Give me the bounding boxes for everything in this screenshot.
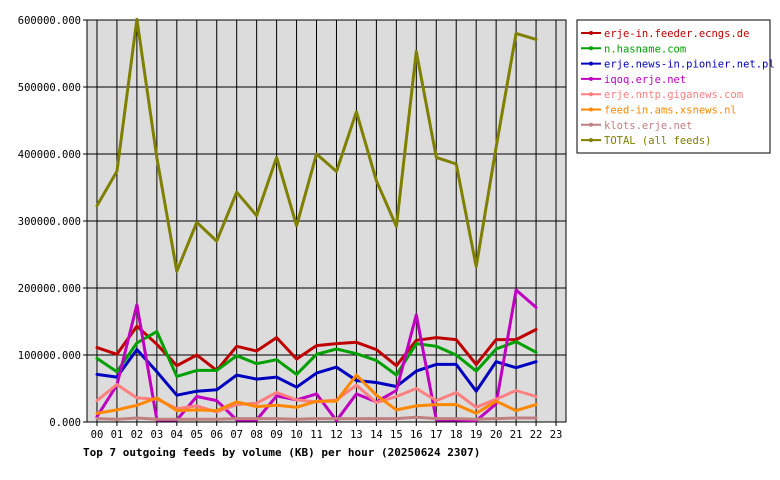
x-tick-label: 08 — [250, 429, 263, 441]
x-tick-label: 17 — [430, 429, 443, 441]
x-tick-label: 11 — [310, 429, 323, 441]
y-axis-ticks: 0.000 100000.000 200000.000 300000.000 40000… — [18, 15, 87, 429]
series-line-5 — [95, 373, 538, 415]
legend-label: erje.nntp.giganews.com — [604, 89, 743, 101]
x-tick-label: 15 — [390, 429, 403, 441]
y-tick-label: 300000.000 — [18, 216, 81, 228]
legend-label: erje-in.feeder.ecngs.de — [604, 28, 749, 40]
legend-marker — [589, 107, 593, 112]
y-tick-label: 400000.000 — [18, 149, 81, 161]
x-tick-label: 02 — [131, 429, 144, 441]
legend-label: erje.news-in.pionier.net.pl — [604, 59, 775, 71]
x-tick-label: 14 — [370, 429, 383, 441]
x-tick-label: 09 — [270, 429, 283, 441]
legend-marker — [589, 76, 593, 81]
grid-lines — [87, 20, 566, 422]
x-tick-label: 19 — [470, 429, 483, 441]
series-line-1 — [95, 330, 538, 378]
series-line-7 — [95, 17, 538, 273]
x-tick-label: 20 — [490, 429, 503, 441]
legend-label: iqoq.erje.net — [604, 74, 686, 86]
x-tick-label: 05 — [190, 429, 203, 441]
x-tick-label: 16 — [410, 429, 423, 441]
legend-marker — [589, 92, 593, 97]
chart-title: Top 7 outgoing feeds by volume (KB) per … — [83, 446, 480, 459]
legend-marker — [589, 31, 593, 35]
x-tick-label: 03 — [151, 429, 164, 441]
legend-label: feed-in.ams.xsnews.nl — [604, 105, 737, 117]
x-tick-label: 12 — [330, 429, 343, 441]
x-tick-label: 23 — [550, 429, 563, 441]
x-tick-label: 10 — [290, 429, 303, 441]
y-tick-label: 100000.000 — [18, 350, 81, 362]
x-tick-label: 18 — [450, 429, 463, 441]
y-tick-label: 600000.000 — [18, 15, 81, 27]
x-tick-label: 00 — [91, 429, 104, 441]
x-tick-label: 06 — [210, 429, 223, 441]
x-tick-label: 22 — [530, 429, 543, 441]
series-line-2 — [95, 348, 538, 397]
y-tick-label: 500000.000 — [18, 82, 81, 94]
legend-label: TOTAL (all feeds) — [604, 135, 711, 147]
legend: erje-in.feeder.ecngs.de n.hasname.com erje… — [576, 19, 775, 154]
legend-label: klots.erje.net — [604, 120, 693, 132]
x-tick-label: 01 — [111, 429, 124, 441]
y-tick-label: 0.000 — [49, 417, 81, 429]
legend-marker — [589, 122, 593, 127]
x-tick-label: 04 — [170, 429, 183, 441]
legend-marker — [589, 46, 593, 51]
series-line-6 — [95, 415, 538, 421]
legend-marker — [589, 138, 593, 143]
series-lines — [95, 17, 538, 423]
legend-marker — [589, 61, 593, 66]
legend-label: n.hasname.com — [604, 43, 686, 55]
legend-box — [576, 19, 771, 154]
x-tick-label: 07 — [230, 429, 243, 441]
x-tick-label: 21 — [510, 429, 523, 441]
x-tick-label: 13 — [350, 429, 363, 441]
y-tick-label: 200000.000 — [18, 283, 81, 295]
x-axis-ticks: 00 01 02 03 04 05 06 07 08 09 10 11 12 13 14 15 16 17 18 19… — [91, 422, 563, 441]
